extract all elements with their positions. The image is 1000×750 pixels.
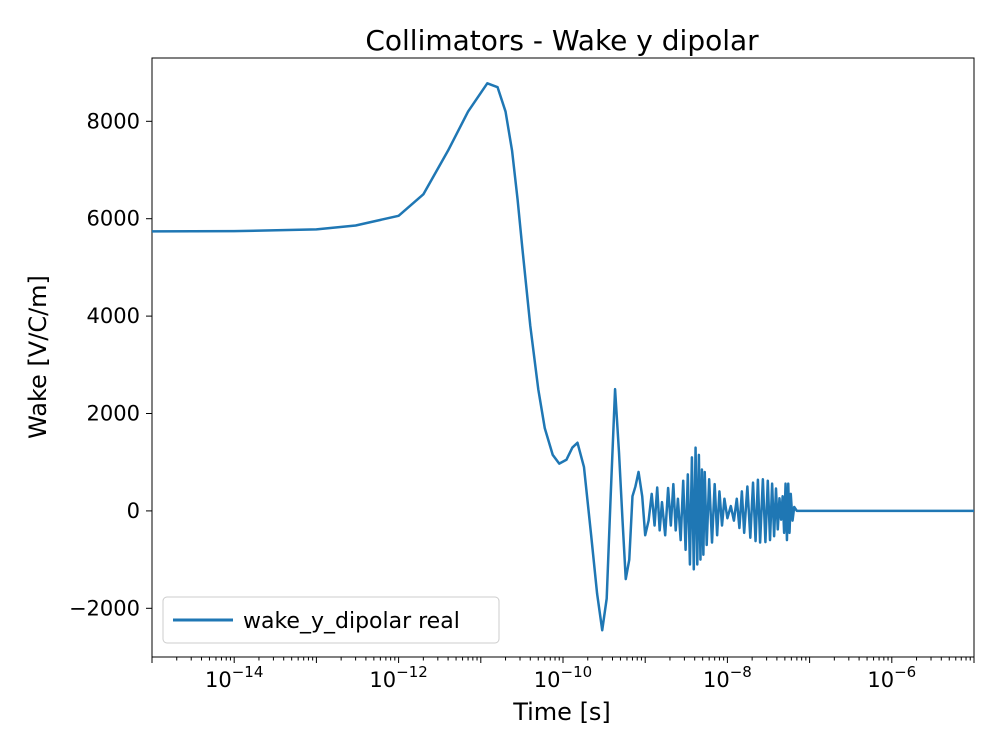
series-line-0 <box>151 82 974 632</box>
y-tick-label: 8000 <box>87 109 140 133</box>
y-tick-label: 2000 <box>87 402 140 426</box>
x-axis: 10−14 10−12 10−10 10−8 10−6 <box>151 657 975 692</box>
y-axis-label: Wake [V/C/m] <box>24 275 52 439</box>
legend: wake_y_dipolar real <box>162 596 500 644</box>
chart-title: Collimators - Wake y dipolar <box>365 24 759 57</box>
x-tick-label: 10−12 <box>369 663 427 692</box>
y-tick-label: 0 <box>127 499 140 523</box>
x-tick-label: 10−6 <box>867 663 916 692</box>
y-tick-label: −2000 <box>69 596 140 620</box>
x-tick-label: 10−14 <box>205 663 263 692</box>
x-axis-label: Time [s] <box>512 698 611 726</box>
legend-label: wake_y_dipolar real <box>243 609 460 634</box>
y-axis: −2000 0 2000 4000 6000 8000 <box>69 109 152 620</box>
x-tick-label: 10−8 <box>703 663 752 692</box>
plot-frame <box>151 57 975 658</box>
legend-box <box>162 596 500 644</box>
plot-area <box>151 57 975 658</box>
y-tick-label: 4000 <box>87 304 140 328</box>
y-tick-label: 6000 <box>87 207 140 231</box>
x-tick-label: 10−10 <box>534 663 592 692</box>
